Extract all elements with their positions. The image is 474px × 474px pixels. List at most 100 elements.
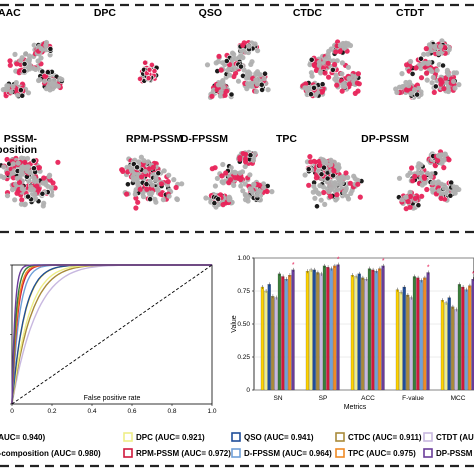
tsne-point [218, 89, 224, 95]
tsne-point [133, 175, 139, 181]
tsne-point [242, 156, 249, 162]
tsne-point [203, 195, 209, 201]
legend-swatch [231, 432, 241, 442]
bar [326, 267, 330, 391]
tsne-point [160, 197, 166, 203]
roc-x-tick-label: 0 [10, 408, 14, 415]
tsne-point [12, 197, 18, 203]
tsne-point [302, 172, 308, 178]
tsne-point [135, 199, 141, 205]
tsne-point [219, 173, 225, 179]
tsne-point [14, 61, 20, 67]
tsne-point [452, 190, 458, 196]
tsne-point [16, 179, 23, 186]
bar [454, 309, 458, 391]
roc-x-axis-title: False positive rate [84, 395, 141, 402]
tsne-point [19, 197, 25, 203]
tsne-point [222, 92, 228, 98]
tsne-point [9, 187, 16, 193]
tsne-point [420, 61, 426, 67]
tsne-point [418, 75, 425, 81]
tsne-point [135, 180, 141, 186]
bar [260, 286, 265, 391]
tsne-point [307, 154, 313, 160]
tsne-panel-label: RPM-PSSM [126, 133, 183, 145]
tsne-point [4, 87, 10, 93]
tsne-point [441, 165, 447, 171]
tsne-point [432, 83, 439, 90]
bar [271, 296, 275, 391]
tsne-point [412, 195, 418, 201]
bar [461, 286, 465, 391]
tsne-panel-label: AAC [0, 7, 21, 19]
bar [447, 297, 451, 391]
tsne-point [435, 158, 441, 164]
bar [277, 273, 282, 391]
tsne-point [220, 60, 226, 66]
bar [426, 272, 430, 391]
tsne-point [211, 200, 218, 206]
bar [457, 284, 462, 391]
tsne-point [322, 70, 328, 76]
tsne-point [343, 185, 349, 191]
tsne-point [22, 202, 28, 208]
tsne-point [229, 50, 236, 56]
tsne-point [399, 197, 405, 203]
tsne-point [317, 162, 323, 168]
tsne-point [10, 161, 16, 167]
tsne-point [19, 186, 25, 192]
tsne-panel-label: composition [0, 144, 37, 156]
tsne-point [4, 170, 10, 176]
tsne-point [124, 191, 130, 197]
bar [451, 306, 455, 391]
tsne-point [256, 182, 262, 188]
bar-y-tick-label: 0.25 [237, 354, 250, 361]
tsne-point [424, 170, 431, 176]
tsne-point [144, 186, 150, 192]
tsne-point [214, 175, 220, 181]
tsne-point [232, 175, 238, 181]
tsne-point [142, 168, 148, 175]
tsne-point [155, 187, 161, 193]
tsne-point [225, 67, 231, 73]
tsne-point [25, 164, 31, 170]
bar [361, 277, 365, 391]
tsne-point [10, 83, 16, 90]
metrics-bar-chart: * SN * SP * ACC * F-value * MCC Metrics 0 0.25 0.50 0.… [231, 255, 474, 411]
tsne-point [314, 203, 320, 210]
bar [357, 273, 361, 391]
legend-swatch [423, 432, 433, 442]
tsne-point [308, 159, 314, 165]
tsne-point [306, 182, 312, 188]
tsne-point [428, 174, 434, 180]
tsne-point [233, 70, 239, 76]
tsne-point [324, 175, 331, 182]
tsne-point [174, 196, 180, 202]
tsne-point [429, 180, 436, 186]
legend-item: QSO (AUC= 0.941) [231, 432, 314, 442]
tsne-point [240, 188, 246, 194]
tsne-point [227, 72, 233, 78]
legend-label: RPM-PSSM (AUC= 0.972) [136, 449, 231, 458]
tsne-point [242, 163, 248, 170]
tsne-point [303, 81, 309, 87]
tsne-point [407, 189, 413, 195]
tsne-point [238, 176, 244, 183]
legend-item: TPC (AUC= 0.975) [335, 448, 416, 458]
tsne-point [444, 67, 450, 73]
tsne-point [405, 172, 411, 178]
tsne-point [399, 71, 405, 77]
tsne-point [220, 78, 226, 84]
tsne-point [228, 177, 234, 183]
tsne-point [146, 66, 153, 73]
tsne-point [356, 81, 362, 87]
tsne-point [318, 171, 325, 178]
tsne-point [313, 67, 319, 73]
tsne-point [255, 48, 261, 54]
bar-category-label: MCC [451, 395, 466, 402]
tsne-point [441, 185, 447, 191]
tsne-point [333, 72, 339, 78]
tsne-point [253, 88, 259, 95]
tsne-point [166, 193, 172, 199]
tsne-point [424, 70, 430, 76]
